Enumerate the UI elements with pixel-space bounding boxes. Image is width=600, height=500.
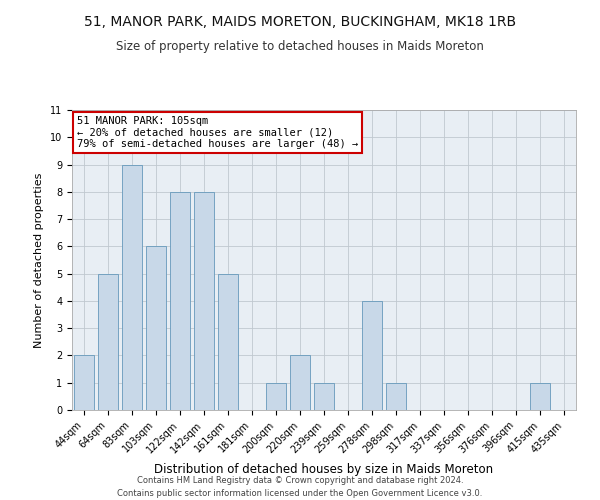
Bar [290,356,310,410]
Bar [530,382,550,410]
Bar [98,274,118,410]
Text: Contains HM Land Registry data © Crown copyright and database right 2024.: Contains HM Land Registry data © Crown c… [137,476,463,485]
Bar [386,382,406,410]
Bar [122,164,142,410]
Text: Size of property relative to detached houses in Maids Moreton: Size of property relative to detached ho… [116,40,484,53]
X-axis label: Distribution of detached houses by size in Maids Moreton: Distribution of detached houses by size … [154,463,494,476]
Bar [218,274,238,410]
Bar [266,382,286,410]
Y-axis label: Number of detached properties: Number of detached properties [34,172,44,348]
Bar [74,356,94,410]
Bar [194,192,214,410]
Bar [170,192,190,410]
Bar [362,301,382,410]
Bar [146,246,166,410]
Text: 51 MANOR PARK: 105sqm
← 20% of detached houses are smaller (12)
79% of semi-deta: 51 MANOR PARK: 105sqm ← 20% of detached … [77,116,358,149]
Text: Contains public sector information licensed under the Open Government Licence v3: Contains public sector information licen… [118,488,482,498]
Text: 51, MANOR PARK, MAIDS MORETON, BUCKINGHAM, MK18 1RB: 51, MANOR PARK, MAIDS MORETON, BUCKINGHA… [84,15,516,29]
Bar [314,382,334,410]
